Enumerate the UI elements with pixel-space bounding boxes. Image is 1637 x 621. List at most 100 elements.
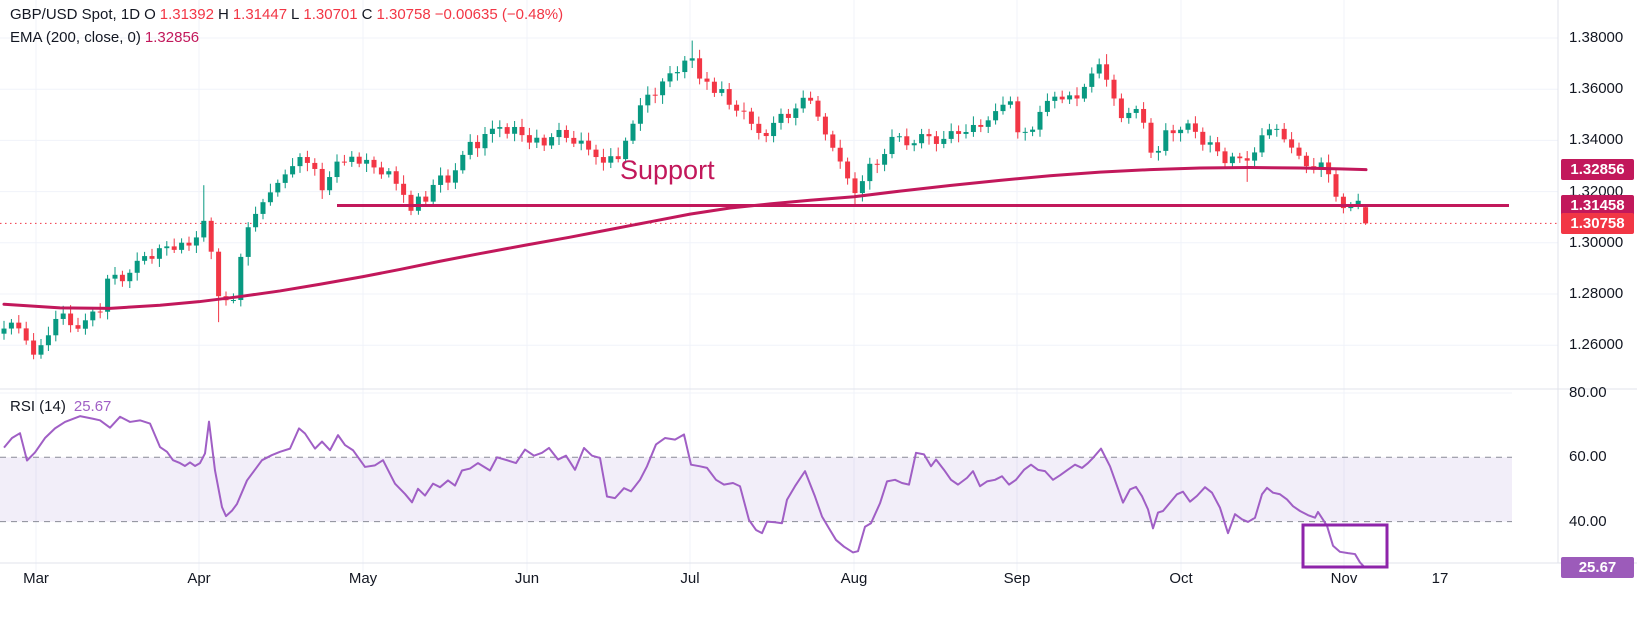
candle-body[interactable] [1059,96,1065,100]
candle-body[interactable] [408,194,414,211]
candle-body[interactable] [919,134,925,144]
candle-body[interactable] [282,174,288,183]
candle-body[interactable] [134,260,140,273]
candle-body[interactable] [156,248,162,259]
candle-body[interactable] [948,131,954,139]
candle-body[interactable] [615,156,621,160]
candle-body[interactable] [800,97,806,109]
candle-body[interactable] [512,126,518,134]
candle-body[interactable] [1200,131,1206,145]
candle-body[interactable] [267,192,273,203]
candle-body[interactable] [1289,139,1295,148]
candle-body[interactable] [253,213,259,228]
candle-body[interactable] [275,182,281,193]
candle-body[interactable] [874,163,880,165]
candle-body[interactable] [526,135,532,143]
candle-body[interactable] [201,220,207,238]
candle-body[interactable] [112,274,118,279]
candle-body[interactable] [1067,95,1073,100]
candle-body[interactable] [504,127,510,134]
candle-body[interactable] [38,345,44,355]
candle-body[interactable] [445,175,451,183]
candle-body[interactable] [1229,156,1235,164]
candle-body[interactable] [90,311,96,321]
candle-body[interactable] [356,156,362,164]
candle-body[interactable] [785,113,791,118]
candle-body[interactable] [660,81,666,96]
candle-body[interactable] [1015,101,1021,133]
candle-body[interactable] [822,116,828,135]
candle-body[interactable] [260,202,266,214]
candle-body[interactable] [882,154,888,165]
candle-body[interactable] [97,311,103,313]
ema-line[interactable] [2,166,1368,310]
candle-body[interactable] [460,154,466,171]
candle-body[interactable] [193,237,199,246]
candle-body[interactable] [756,123,762,133]
candle-body[interactable] [1089,73,1095,87]
candle-body[interactable] [1133,108,1139,113]
candle-body[interactable] [1192,123,1198,132]
candle-body[interactable] [1355,200,1361,206]
candle-body[interactable] [401,183,407,195]
candle-body[interactable] [600,157,606,163]
candle-body[interactable] [689,58,695,61]
rsi-rectangle-drawing[interactable] [1301,523,1389,569]
candle-body[interactable] [682,60,688,73]
candle-body[interactable] [319,168,325,191]
candle-body[interactable] [164,246,170,249]
candle-body[interactable] [290,166,296,175]
candle-body[interactable] [578,140,584,144]
candle-body[interactable] [127,272,133,282]
candle-body[interactable] [1178,129,1184,134]
candle-body[interactable] [571,137,577,144]
candle-body[interactable] [1148,122,1154,153]
candle-body[interactable] [1237,156,1243,159]
candle-body[interactable] [386,171,392,175]
candle-body[interactable] [711,81,717,93]
candle-body[interactable] [519,126,525,136]
candle-body[interactable] [593,149,599,158]
candle-body[interactable] [1104,64,1110,80]
ema-legend[interactable]: EMA (200, close, 0) 1.32856 [10,29,203,46]
candle-body[interactable] [393,171,399,184]
candle-body[interactable] [341,161,347,163]
candle-body[interactable] [230,300,236,302]
candle-body[interactable] [741,110,747,112]
candle-body[interactable] [837,147,843,162]
candle-body[interactable] [1022,131,1028,133]
candle-body[interactable] [978,124,984,127]
candle-body[interactable] [171,246,177,250]
candle-body[interactable] [608,156,614,163]
candle-body[interactable] [1215,142,1221,152]
candle-body[interactable] [674,72,680,74]
candle-body[interactable] [1037,111,1043,130]
candle-body[interactable] [623,140,629,160]
candle-body[interactable] [985,120,991,127]
candle-body[interactable] [238,256,244,301]
candle-body[interactable] [105,278,111,312]
candle-body[interactable] [186,242,192,246]
candle-body[interactable] [1281,128,1287,140]
candle-body[interactable] [630,123,636,141]
candle-body[interactable] [1333,174,1339,197]
candle-body[interactable] [896,136,902,138]
candle-body[interactable] [149,256,155,259]
candle-body[interactable] [371,159,377,168]
candle-body[interactable] [489,128,495,134]
candle-body[interactable] [304,157,310,163]
candle-body[interactable] [645,94,651,106]
candle-body[interactable] [771,122,777,137]
candle-body[interactable] [415,196,421,211]
candle-body[interactable] [16,322,22,329]
candle-body[interactable] [68,313,74,326]
candle-body[interactable] [349,156,355,162]
candle-body[interactable] [8,322,14,329]
candle-body[interactable] [867,163,873,182]
candle-body[interactable] [1318,162,1324,170]
candle-body[interactable] [430,184,436,202]
candle-body[interactable] [534,137,540,143]
candle-body[interactable] [911,143,917,146]
candle-body[interactable] [1266,129,1272,136]
candle-body[interactable] [963,131,969,134]
